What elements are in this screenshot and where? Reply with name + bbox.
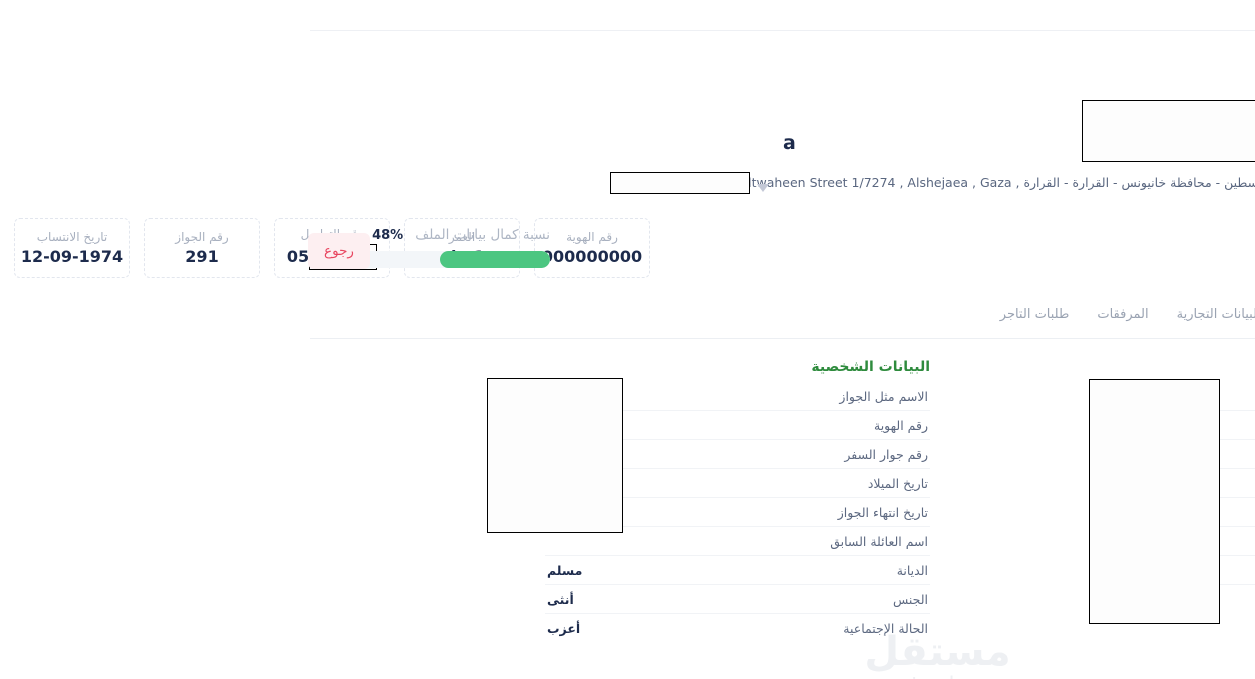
location-pin-icon	[993, 174, 1009, 190]
table-row: الجنس أنثى	[235, 585, 620, 614]
redaction-overlay-personal-values	[177, 378, 313, 533]
chevron-down-icon	[446, 178, 460, 188]
row-label: تاريخ الميلاد	[558, 476, 618, 491]
row-label: العائلة	[1197, 476, 1228, 491]
profile-card: Al a دولة فلسطين - محافظة خاني	[0, 30, 1255, 679]
row-value: مسلم	[237, 563, 272, 578]
row-value: أنثى	[237, 592, 264, 607]
row-label: اسم الأب	[1179, 534, 1228, 549]
profile-completion-label: نسبة كمال بيانات الملف	[105, 227, 240, 243]
tab-commercial-data[interactable]: البيانات التجارية	[853, 303, 965, 334]
tab-attachments[interactable]: المرفقات	[773, 303, 852, 334]
row-label: الأسم الأول	[1169, 505, 1228, 520]
tab-bar: بيانات الأساسية العنوان وبيانات التواصل …	[0, 303, 1255, 339]
row-label: العائلة	[1197, 592, 1228, 607]
redaction-overlay-select	[300, 172, 440, 194]
profile-completion-percent: 48%	[62, 228, 93, 243]
row-label: الحالة الإجتماعية	[533, 621, 618, 636]
back-button[interactable]: رجوع	[0, 233, 60, 269]
redaction-overlay-name-values	[779, 379, 910, 624]
address-text: دولة فلسطين - محافظة خانيونس - القرارة -…	[430, 175, 985, 190]
row-label: اسم الجد	[1180, 447, 1228, 462]
table-row: الديانة مسلم	[235, 556, 620, 585]
watermark: مستقل mostaql.com	[0, 631, 1255, 679]
profile-completion-fill	[130, 251, 240, 268]
row-label: الديانة	[587, 563, 618, 578]
page-title: تفاصيل الملف	[1154, 5, 1230, 20]
user-avatar-placeholder-icon	[1077, 103, 1173, 199]
avatar-wrapper	[1050, 76, 1200, 226]
name-data-title: بيانات الإسم	[845, 359, 1230, 375]
row-label: تاريخ انتهاء الجواز	[528, 505, 618, 520]
row-label: اسم العائلة السابق	[520, 534, 618, 549]
table-row: الحالة الإجتماعية أعزب	[235, 614, 620, 643]
person-name-fragment-right: a	[473, 132, 486, 154]
row-label: رقم الهوية	[564, 418, 618, 433]
avatar[interactable]	[1050, 76, 1200, 226]
row-value: أعزب	[237, 621, 270, 636]
redaction-overlay-name	[772, 100, 1030, 162]
personal-data-title: البيانات الشخصية	[235, 359, 620, 375]
row-label: اسم الجد	[1180, 563, 1228, 578]
branch-select[interactable]	[300, 172, 460, 194]
stat-label: رقم الهوية	[256, 230, 308, 244]
row-label: الأسم الأول	[1169, 389, 1228, 404]
tab-basic-data[interactable]: بيانات الأساسية	[1119, 303, 1230, 334]
row-label: رقم جوار السفر	[534, 447, 618, 462]
tab-merchant-requests[interactable]: طلبات التاجر	[676, 303, 774, 334]
row-label: اسم الأب	[1179, 418, 1228, 433]
top-header-bar: تفاصيل الملف	[0, 0, 1255, 30]
user-icon	[1017, 174, 1033, 190]
stat-value: 000000000	[232, 247, 332, 266]
profile-details-page: تفاصيل الملف Al a	[0, 0, 1255, 679]
watermark-latin: mostaql.com	[554, 673, 701, 679]
row-label: الاسم مثل الجواز	[529, 389, 618, 404]
row-label: الجنس	[583, 592, 618, 607]
address-row: دولة فلسطين - محافظة خانيونس - القرارة -…	[430, 171, 1033, 193]
online-status-dot	[1045, 183, 1058, 196]
stat-card-id-number: رقم الهوية 000000000	[224, 218, 340, 278]
tab-address-and-contact[interactable]: العنوان وبيانات التواصل	[965, 303, 1119, 334]
